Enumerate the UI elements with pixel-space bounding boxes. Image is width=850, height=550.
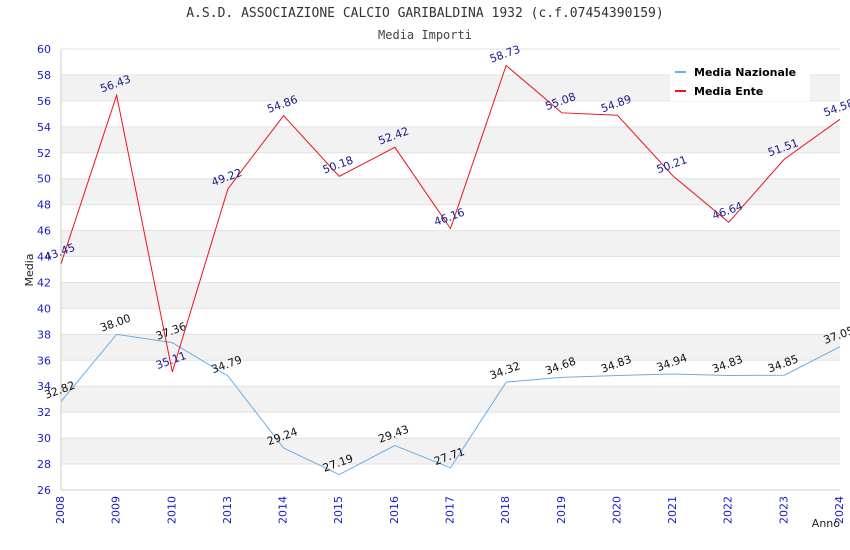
y-tick-label: 46 <box>37 225 51 238</box>
x-tick-label: 2024 <box>833 496 846 524</box>
y-tick-label: 48 <box>37 199 51 212</box>
x-tick-label: 2021 <box>666 496 679 524</box>
data-label: 50.21 <box>655 153 689 176</box>
grid-band <box>61 334 840 361</box>
x-tick-label: 2020 <box>610 496 623 524</box>
x-tick-label: 2022 <box>722 496 735 524</box>
series-line <box>60 333 841 476</box>
data-label: 58.73 <box>488 43 522 66</box>
chart-subtitle: Media Importi <box>378 28 472 42</box>
chart-title: A.S.D. ASSOCIAZIONE CALCIO GARIBALDINA 1… <box>186 6 664 21</box>
x-tick-label: 2010 <box>165 496 178 524</box>
y-tick-label: 42 <box>37 276 51 289</box>
legend-label: Media Ente <box>694 85 763 98</box>
grid-band <box>61 178 840 205</box>
data-label: 34.32 <box>488 359 522 382</box>
x-tick-label: 2015 <box>332 496 345 524</box>
y-tick-label: 34 <box>37 380 51 393</box>
y-tick-label: 26 <box>37 484 51 497</box>
y-tick-label: 44 <box>37 251 51 264</box>
x-tick-label: 2009 <box>110 496 123 524</box>
grid-band <box>61 386 840 413</box>
grid-band <box>61 282 840 309</box>
y-tick-label: 58 <box>37 69 51 82</box>
x-tick-label: 2019 <box>555 496 568 524</box>
x-tick-label: 2018 <box>499 496 512 524</box>
y-tick-label: 36 <box>37 354 51 367</box>
series-line <box>60 64 841 372</box>
y-axis-title: Media <box>23 253 36 286</box>
x-tick-label: 2008 <box>54 496 67 524</box>
data-label: 38.00 <box>98 312 132 335</box>
legend-box <box>670 61 810 101</box>
y-tick-label: 28 <box>37 458 51 471</box>
y-tick-label: 50 <box>37 173 51 186</box>
legend-label: Media Nazionale <box>694 66 796 79</box>
y-tick-label: 56 <box>37 95 51 108</box>
y-tick-label: 54 <box>37 121 51 134</box>
data-label: 50.18 <box>321 154 355 177</box>
x-tick-label: 2013 <box>221 496 234 524</box>
y-tick-label: 30 <box>37 432 51 445</box>
y-tick-label: 32 <box>37 406 51 419</box>
grid-band <box>61 126 840 153</box>
x-tick-label: 2017 <box>444 496 457 524</box>
data-label: 43.45 <box>43 241 77 264</box>
x-tick-label: 2023 <box>777 496 790 524</box>
grid-band <box>61 438 840 465</box>
x-tick-label: 2014 <box>277 496 290 524</box>
y-tick-label: 38 <box>37 328 51 341</box>
y-tick-label: 60 <box>37 43 51 56</box>
x-axis-title: Anno <box>812 517 840 530</box>
y-tick-label: 40 <box>37 302 51 315</box>
y-tick-label: 52 <box>37 147 51 160</box>
grid-band <box>61 230 840 257</box>
x-tick-label: 2016 <box>388 496 401 524</box>
